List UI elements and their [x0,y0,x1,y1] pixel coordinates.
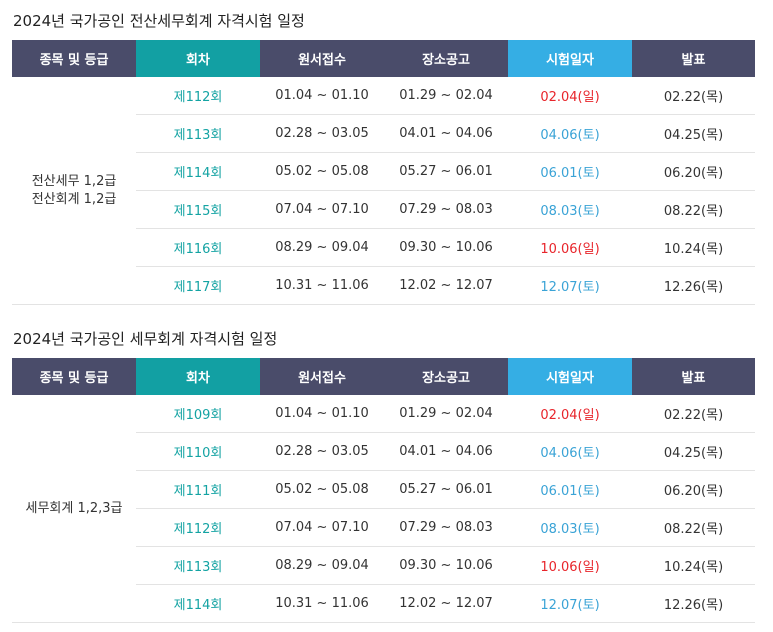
header-application: 원서접수 [260,358,384,395]
venue-cell: 01.29 ~ 02.04 [384,395,508,433]
table-row: 제114회 10.31 ~ 11.06 12.02 ~ 12.07 12.07(… [12,584,755,623]
exam-date-cell: 06.01(토) [508,152,632,191]
exam-date-cell: 10.06(일) [508,546,632,585]
venue-cell: 04.01 ~ 04.06 [384,432,508,471]
header-result: 발표 [632,358,755,395]
result-cell: 04.25(목) [632,114,755,153]
round-cell: 제114회 [136,152,260,191]
grade-cell: 세무회계 1,2,3급 [12,395,136,623]
header-exam-date: 시험일자 [508,40,632,77]
application-cell: 07.04 ~ 07.10 [260,508,384,547]
schedule-section-tax-accounting: 2024년 국가공인 세무회계 자격시험 일정 종목 및 등급 회차 원서접수 … [12,318,755,623]
header-venue: 장소공고 [384,40,508,77]
exam-date-cell: 08.03(토) [508,190,632,229]
venue-cell: 01.29 ~ 02.04 [384,77,508,115]
header-application: 원서접수 [260,40,384,77]
section-title: 2024년 국가공인 세무회계 자격시험 일정 [13,330,278,348]
exam-date-cell: 10.06(일) [508,228,632,267]
exam-date-cell: 04.06(토) [508,114,632,153]
application-cell: 08.29 ~ 09.04 [260,546,384,585]
schedule-section-computerized: 2024년 국가공인 전산세무회계 자격시험 일정 종목 및 등급 회차 원서접… [12,0,755,305]
exam-date-cell: 02.04(일) [508,77,632,115]
header-grade: 종목 및 등급 [12,40,136,77]
table-row: 제110회 02.28 ~ 03.05 04.01 ~ 04.06 04.06(… [12,432,755,471]
application-cell: 08.29 ~ 09.04 [260,228,384,267]
result-cell: 02.22(목) [632,395,755,433]
table-row: 제114회 05.02 ~ 05.08 05.27 ~ 06.01 06.01(… [12,152,755,191]
round-cell: 제112회 [136,508,260,547]
round-cell: 제113회 [136,546,260,585]
round-cell: 제109회 [136,395,260,433]
application-cell: 02.28 ~ 03.05 [260,114,384,153]
round-cell: 제117회 [136,266,260,305]
venue-cell: 12.02 ~ 12.07 [384,266,508,305]
round-cell: 제110회 [136,432,260,471]
application-cell: 01.04 ~ 01.10 [260,395,384,433]
header-grade: 종목 및 등급 [12,358,136,395]
header-result: 발표 [632,40,755,77]
round-cell: 제111회 [136,470,260,509]
table-header-row: 종목 및 등급 회차 원서접수 장소공고 시험일자 발표 [12,40,755,77]
round-cell: 제116회 [136,228,260,267]
table-row: 제117회 10.31 ~ 11.06 12.02 ~ 12.07 12.07(… [12,266,755,305]
round-cell: 제115회 [136,190,260,229]
header-round: 회차 [136,358,260,395]
result-cell: 12.26(목) [632,266,755,305]
table-row: 세무회계 1,2,3급 제109회 01.04 ~ 01.10 01.29 ~ … [12,395,755,623]
venue-cell: 12.02 ~ 12.07 [384,584,508,623]
exam-date-cell: 12.07(토) [508,266,632,305]
result-cell: 08.22(목) [632,508,755,547]
header-venue: 장소공고 [384,358,508,395]
table-row: 제115회 07.04 ~ 07.10 07.29 ~ 08.03 08.03(… [12,190,755,229]
header-round: 회차 [136,40,260,77]
exam-date-cell: 12.07(토) [508,584,632,623]
exam-date-cell: 08.03(토) [508,508,632,547]
exam-date-cell: 04.06(토) [508,432,632,471]
exam-date-cell: 06.01(토) [508,470,632,509]
result-cell: 08.22(목) [632,190,755,229]
table-row: 전산세무 1,2급 전산회계 1,2급 제112회 01.04 ~ 01.10 … [12,77,755,305]
result-cell: 06.20(목) [632,470,755,509]
grade-label: 세무회계 1,2,3급 [25,500,123,516]
table-row: 제113회 08.29 ~ 09.04 09.30 ~ 10.06 10.06(… [12,546,755,585]
round-cell: 제112회 [136,77,260,115]
round-cell: 제113회 [136,114,260,153]
result-cell: 06.20(목) [632,152,755,191]
venue-cell: 05.27 ~ 06.01 [384,470,508,509]
round-cell: 제114회 [136,584,260,623]
venue-cell: 07.29 ~ 08.03 [384,190,508,229]
application-cell: 02.28 ~ 03.05 [260,432,384,471]
result-cell: 10.24(목) [632,228,755,267]
application-cell: 10.31 ~ 11.06 [260,584,384,623]
exam-date-cell: 02.04(일) [508,395,632,433]
result-cell: 02.22(목) [632,77,755,115]
table-header-row: 종목 및 등급 회차 원서접수 장소공고 시험일자 발표 [12,358,755,395]
venue-cell: 07.29 ~ 08.03 [384,508,508,547]
result-cell: 10.24(목) [632,546,755,585]
table-row: 제112회 07.04 ~ 07.10 07.29 ~ 08.03 08.03(… [12,508,755,547]
application-cell: 10.31 ~ 11.06 [260,266,384,305]
grade-cell: 전산세무 1,2급 전산회계 1,2급 [12,77,136,305]
application-cell: 05.02 ~ 05.08 [260,152,384,191]
venue-cell: 04.01 ~ 04.06 [384,114,508,153]
result-cell: 12.26(목) [632,584,755,623]
venue-cell: 09.30 ~ 10.06 [384,546,508,585]
schedule-table: 종목 및 등급 회차 원서접수 장소공고 시험일자 발표 전산세무 1,2급 전… [12,40,755,305]
schedule-table: 종목 및 등급 회차 원서접수 장소공고 시험일자 발표 세무회계 1,2,3급… [12,358,755,623]
section-title: 2024년 국가공인 전산세무회계 자격시험 일정 [13,12,305,30]
table-row: 제116회 08.29 ~ 09.04 09.30 ~ 10.06 10.06(… [12,228,755,267]
application-cell: 07.04 ~ 07.10 [260,190,384,229]
venue-cell: 05.27 ~ 06.01 [384,152,508,191]
venue-cell: 09.30 ~ 10.06 [384,228,508,267]
application-cell: 01.04 ~ 01.10 [260,77,384,115]
grade-label: 전산회계 1,2급 [31,191,117,207]
table-row: 제113회 02.28 ~ 03.05 04.01 ~ 04.06 04.06(… [12,114,755,153]
table-row: 제111회 05.02 ~ 05.08 05.27 ~ 06.01 06.01(… [12,470,755,509]
result-cell: 04.25(목) [632,432,755,471]
grade-label: 전산세무 1,2급 [31,173,117,189]
application-cell: 05.02 ~ 05.08 [260,470,384,509]
header-exam-date: 시험일자 [508,358,632,395]
